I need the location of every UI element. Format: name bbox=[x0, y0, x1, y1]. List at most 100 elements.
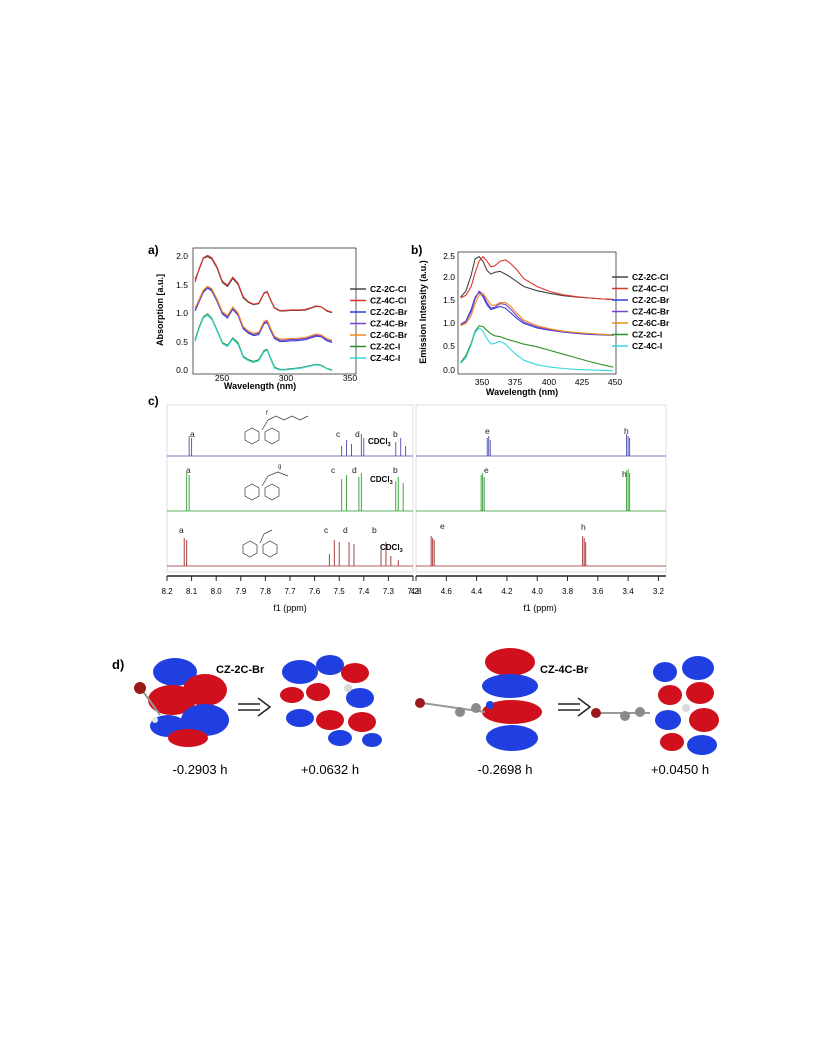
x-tick-label: 425 bbox=[575, 377, 589, 387]
peak-label: h bbox=[624, 426, 629, 436]
panel-a-plot bbox=[192, 247, 357, 375]
y-tick-label: 2.5 bbox=[443, 251, 455, 261]
y-tick-label: 0.5 bbox=[443, 341, 455, 351]
transition-arrow-1 bbox=[238, 697, 272, 717]
x-tick-label: 7.9 bbox=[235, 587, 247, 596]
y-tick-label: 2.0 bbox=[176, 251, 188, 261]
legend-label: CZ-2C-Br bbox=[370, 307, 408, 317]
y-tick-label: 0.5 bbox=[176, 337, 188, 347]
solvent-labels: CDCl3 CDCl3 CDCl3 bbox=[368, 437, 403, 554]
nmr-right-xlabel: f1 (ppm) bbox=[523, 603, 557, 613]
series-line bbox=[460, 291, 614, 336]
panel-d-label: d) bbox=[112, 657, 124, 672]
legend-label: CZ-2C-I bbox=[632, 330, 662, 340]
energy-homo-1: -0.2903 h bbox=[173, 762, 228, 777]
peak-label: a bbox=[186, 465, 191, 475]
x-tick-label: 7.5 bbox=[334, 587, 346, 596]
series-line bbox=[194, 314, 333, 372]
peak-label: a bbox=[179, 525, 184, 535]
plot-frame bbox=[192, 247, 357, 375]
carbazole-ring bbox=[244, 483, 260, 501]
alkyl-chain bbox=[261, 471, 289, 487]
peak-label: e bbox=[440, 521, 445, 531]
panel-a-xticks: 250 300 350 bbox=[215, 373, 357, 383]
solvent-label: CDCl3 bbox=[368, 437, 391, 448]
bromine-atom bbox=[591, 708, 601, 718]
alkyl-chain bbox=[259, 529, 273, 544]
peak-label: b bbox=[372, 525, 377, 535]
carbazole-ring bbox=[244, 427, 260, 445]
x-tick-label: 350 bbox=[343, 373, 357, 383]
y-tick-label: 2.0 bbox=[443, 272, 455, 282]
orbital-homo-cz-2c-br bbox=[134, 658, 229, 747]
peak-label: e bbox=[484, 465, 489, 475]
nmr-spectra bbox=[167, 434, 666, 567]
peak-label: e bbox=[485, 426, 490, 436]
carbazole-ring bbox=[262, 540, 278, 558]
legend-label: CZ-2C-Cl bbox=[632, 272, 668, 282]
panel-b-yticks: 0.0 0.5 1.0 1.5 2.0 2.5 bbox=[443, 251, 455, 375]
x-tick-label: 7.4 bbox=[358, 587, 370, 596]
x-tick-label: 7.6 bbox=[309, 587, 321, 596]
carbazole-ring bbox=[264, 483, 280, 501]
peak-label: h bbox=[622, 469, 627, 479]
x-tick-label: 4.8 bbox=[410, 587, 422, 596]
panel-c: c) a c d b e h a c d b bbox=[148, 394, 667, 613]
peak-label: b bbox=[393, 429, 398, 439]
x-tick-label: 3.4 bbox=[623, 587, 635, 596]
peak-label: h bbox=[581, 522, 586, 532]
series-line bbox=[194, 254, 333, 313]
series-line bbox=[460, 255, 614, 300]
peak-label: d bbox=[352, 465, 357, 475]
peak-label: b bbox=[393, 465, 398, 475]
x-tick-label: 450 bbox=[608, 377, 622, 387]
x-tick-label: 4.6 bbox=[441, 587, 453, 596]
peak-label: c bbox=[331, 465, 336, 475]
y-tick-label: 1.5 bbox=[443, 295, 455, 305]
x-tick-label: 7.8 bbox=[260, 587, 272, 596]
x-tick-label: 8.1 bbox=[186, 587, 198, 596]
x-tick-label: 8.0 bbox=[211, 587, 223, 596]
panel-b-label: b) bbox=[411, 243, 422, 257]
energy-lumo-1: +0.0632 h bbox=[301, 762, 359, 777]
panel-a-yticks: 0.0 0.5 1.0 1.5 2.0 bbox=[176, 251, 188, 375]
x-tick-label: 8.2 bbox=[161, 587, 173, 596]
panel-a-label: a) bbox=[148, 243, 159, 257]
nmr-aliphatic-frame bbox=[415, 404, 667, 573]
legend-label: CZ-6C-Br bbox=[370, 330, 408, 340]
x-tick-label: 4.2 bbox=[501, 587, 513, 596]
nmr-axis-ticks: 8.2 8.1 8.0 7.9 7.8 7.7 7.6 7.5 7.4 7.3 7.24.8 4.6 4… bbox=[161, 576, 665, 596]
peak-label: g bbox=[278, 464, 281, 470]
x-tick-label: 7.7 bbox=[284, 587, 296, 596]
plot-frame bbox=[457, 251, 617, 375]
energy-homo-2: -0.2698 h bbox=[478, 762, 533, 777]
carbazole-ring bbox=[264, 427, 280, 445]
x-tick-label: 7.2 bbox=[407, 587, 419, 596]
carbazole-ring bbox=[242, 540, 258, 558]
x-tick-label: 400 bbox=[542, 377, 556, 387]
orbital-homo-cz-4c-br bbox=[415, 648, 542, 751]
panel-b-ylabel: Emission Intensity (a.u.) bbox=[418, 260, 428, 364]
nmr-aromatic-frame bbox=[166, 404, 414, 573]
bromine-atom bbox=[415, 698, 425, 708]
solvent-label: CDCl3 bbox=[370, 475, 393, 486]
orbital-lumo-cz-2c-br bbox=[280, 655, 382, 747]
series-line bbox=[460, 325, 614, 368]
legend-label: CZ-2C-Cl bbox=[370, 284, 406, 294]
panel-b-plot bbox=[457, 251, 617, 375]
y-tick-label: 1.5 bbox=[176, 280, 188, 290]
panel-c-label: c) bbox=[148, 394, 159, 408]
solvent-label: CDCl3 bbox=[380, 543, 403, 554]
transition-arrow-2 bbox=[558, 697, 592, 717]
series-line bbox=[460, 327, 614, 372]
structure-sketches bbox=[242, 415, 309, 558]
legend-label: CZ-4C-Cl bbox=[632, 284, 668, 294]
series-line bbox=[460, 292, 614, 336]
y-tick-label: 1.0 bbox=[443, 318, 455, 328]
legend-label: CZ-2C-I bbox=[370, 342, 400, 352]
x-tick-label: 375 bbox=[508, 377, 522, 387]
legend-label: CZ-4C-Cl bbox=[370, 296, 406, 306]
